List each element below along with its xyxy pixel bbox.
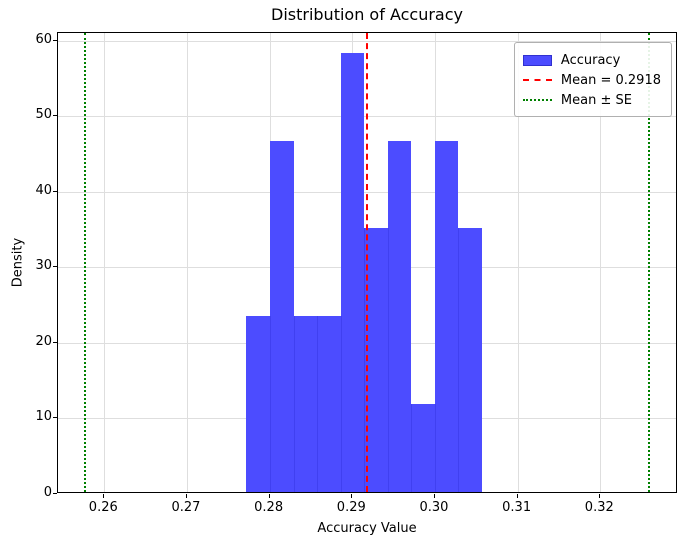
gridline-vertical <box>600 33 602 492</box>
y-tick-label: 40 <box>35 182 52 198</box>
x-tick-mark <box>433 494 435 498</box>
y-tick-mark <box>53 266 57 268</box>
y-tick-mark <box>53 493 57 494</box>
histogram-bar <box>410 404 435 492</box>
histogram-bin-seam <box>410 404 412 492</box>
x-tick-label: 0.27 <box>171 500 201 515</box>
x-axis-label: Accuracy Value <box>317 521 417 536</box>
histogram-bin-seam <box>387 228 389 492</box>
histogram-bin-seam <box>340 315 342 492</box>
x-tick-mark <box>516 494 518 498</box>
legend-dotted-line-handle <box>522 99 552 101</box>
legend-dashed-line-handle <box>522 79 552 81</box>
histogram-bin-seam <box>316 315 318 492</box>
legend-label-accuracy: Accuracy <box>560 52 621 68</box>
plot-area: Accuracy Mean = 0.2918 Mean ± SE <box>57 32 677 493</box>
histogram-bar <box>458 228 483 492</box>
histogram-bar <box>387 140 411 492</box>
mean-line <box>366 33 369 492</box>
histogram-bar <box>293 315 317 492</box>
legend-patch-handle <box>522 54 552 66</box>
x-tick-label: 0.30 <box>419 500 449 515</box>
x-tick-label: 0.32 <box>584 500 614 515</box>
y-tick-label: 30 <box>35 258 52 274</box>
x-tick-mark <box>103 494 105 498</box>
y-tick-label: 20 <box>35 333 52 349</box>
gridline-vertical <box>186 33 188 492</box>
x-tick-mark <box>351 494 353 498</box>
gridline-vertical <box>104 33 106 492</box>
histogram-bin-seam <box>434 404 436 492</box>
legend-item-mean: Mean = 0.2918 <box>522 70 661 90</box>
histogram-bar <box>340 52 364 492</box>
histogram-bin-seam <box>458 228 460 492</box>
y-tick-label: 60 <box>35 31 52 47</box>
x-tick-label: 0.31 <box>502 500 532 515</box>
mean-minus-se-line <box>84 33 87 492</box>
y-tick-mark <box>53 190 57 192</box>
histogram-bin-seam <box>293 315 295 492</box>
histogram-bar <box>245 315 270 492</box>
y-tick-label: 10 <box>35 409 52 425</box>
x-tick-label: 0.29 <box>336 500 366 515</box>
y-tick-label: 0 <box>43 485 52 500</box>
y-tick-label: 50 <box>35 107 52 123</box>
x-tick-mark <box>185 494 187 498</box>
gridline-vertical <box>517 33 519 492</box>
y-tick-mark <box>53 341 57 343</box>
x-tick-mark <box>268 494 270 498</box>
histogram-bin-seam <box>269 315 271 492</box>
x-tick-label: 0.26 <box>88 500 118 515</box>
x-tick-label: 0.28 <box>254 500 284 515</box>
y-axis-label: Density <box>10 237 26 288</box>
y-tick-mark <box>53 115 57 117</box>
mean-plus-se-line <box>648 33 651 492</box>
histogram-bar <box>434 140 459 492</box>
legend-item-accuracy: Accuracy <box>522 50 661 70</box>
histogram-bar <box>269 140 294 492</box>
histogram-bin-seam <box>363 228 365 492</box>
x-tick-mark <box>599 494 601 498</box>
legend-item-se: Mean ± SE <box>522 90 661 110</box>
chart-title: Distribution of Accuracy <box>271 5 463 24</box>
histogram-bar <box>316 315 341 492</box>
y-tick-mark <box>53 417 57 419</box>
legend-label-se: Mean ± SE <box>560 92 632 108</box>
histogram-bar <box>363 228 388 492</box>
legend-label-mean: Mean = 0.2918 <box>560 72 661 88</box>
legend: Accuracy Mean = 0.2918 Mean ± SE <box>513 42 672 117</box>
y-tick-mark <box>53 39 57 41</box>
